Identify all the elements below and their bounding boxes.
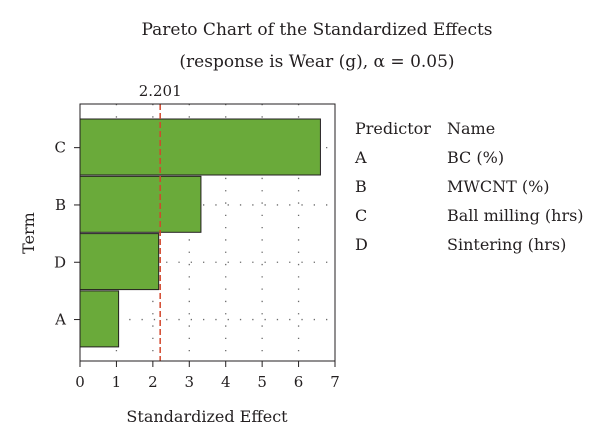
legend: Predictor Name A BC (%) B MWCNT (%) C Ba…: [354, 119, 584, 254]
x-tick-label: 6: [294, 373, 304, 391]
y-tick-label-b: B: [55, 196, 66, 214]
bars: [79, 118, 321, 348]
legend-predictor-c: C: [355, 206, 367, 225]
legend-name-d: Sintering (hrs): [447, 235, 566, 254]
legend-name-c: Ball milling (hrs): [447, 206, 584, 225]
legend-header-name: Name: [447, 119, 495, 138]
x-axis-label: Standardized Effect: [126, 407, 288, 426]
legend-name-a: BC (%): [447, 148, 504, 167]
reference-line-label: 2.201: [139, 82, 182, 100]
x-tick-label: 3: [185, 373, 195, 391]
chart-subtitle: (response is Wear (g), α = 0.05): [179, 52, 454, 72]
bar-c: [79, 118, 321, 176]
y-axis-label: Term: [19, 212, 38, 254]
y-tick-label-d: D: [54, 253, 66, 271]
y-axis-ticks: C B D A: [54, 139, 80, 329]
y-tick-label-c: C: [55, 139, 66, 157]
x-axis-ticks: 0 1 2 3 4 5 6 7: [75, 361, 340, 391]
x-tick-label: 1: [112, 373, 122, 391]
bar-d: [79, 233, 160, 291]
legend-predictor-d: D: [355, 235, 368, 254]
legend-name-b: MWCNT (%): [447, 177, 550, 196]
x-tick-label: 7: [330, 373, 340, 391]
x-tick-label: 0: [75, 373, 85, 391]
x-tick-label: 2: [148, 373, 158, 391]
plot-frame: [79, 103, 336, 362]
legend-predictor-b: B: [355, 177, 367, 196]
bar-a: [79, 290, 120, 348]
chart-title: Pareto Chart of the Standardized Effects: [141, 20, 492, 40]
legend-predictor-a: A: [354, 148, 367, 167]
bar-b: [79, 175, 202, 233]
x-tick-label: 4: [221, 373, 231, 391]
y-tick-label-a: A: [54, 311, 66, 329]
legend-header-predictor: Predictor: [355, 119, 431, 138]
x-tick-label: 5: [257, 373, 267, 391]
